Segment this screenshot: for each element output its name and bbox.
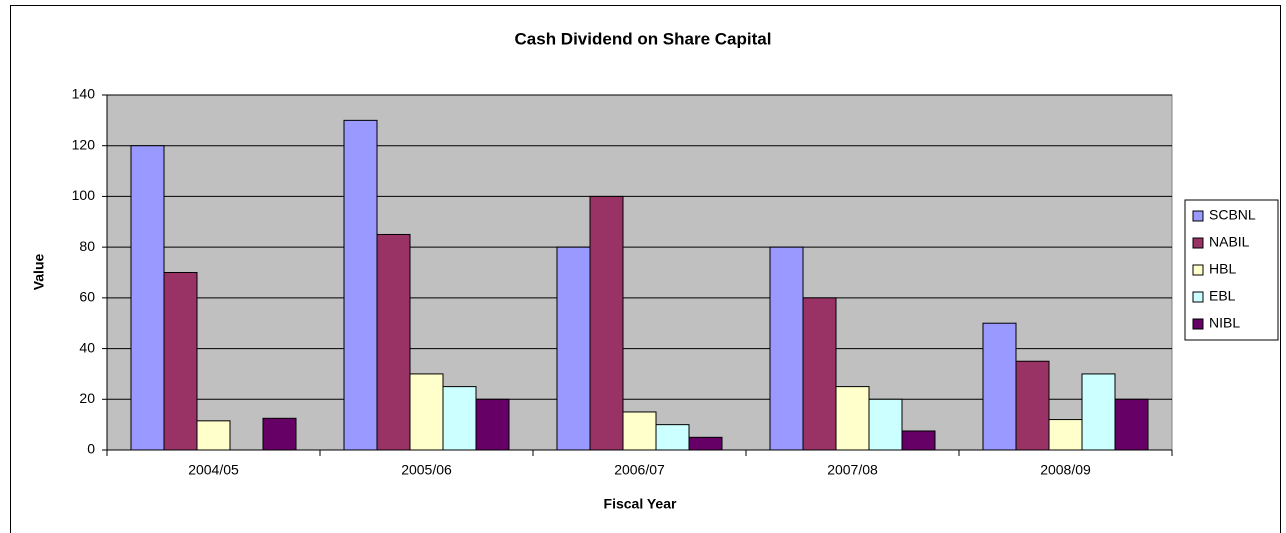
y-tick-label: 80 xyxy=(79,238,95,254)
bar xyxy=(901,430,936,451)
bar xyxy=(835,386,870,451)
legend-swatch xyxy=(1192,237,1204,249)
x-tick-label: 2007/08 xyxy=(827,462,878,478)
bar xyxy=(556,246,591,451)
chart-title: Cash Dividend on Share Capital xyxy=(515,29,772,48)
y-tick-label: 20 xyxy=(79,390,95,406)
bar xyxy=(163,272,198,451)
bar xyxy=(622,411,657,451)
legend-swatch xyxy=(1192,318,1204,330)
legend-swatch xyxy=(1192,264,1204,276)
bar xyxy=(589,195,624,451)
y-axis-label: Value xyxy=(31,254,47,291)
bar xyxy=(376,233,411,451)
y-tick-label: 0 xyxy=(87,441,95,457)
y-tick-label: 60 xyxy=(79,289,95,305)
bar xyxy=(1048,419,1083,451)
bar xyxy=(1015,360,1050,451)
legend-swatch xyxy=(1192,291,1204,303)
legend-label: EBL xyxy=(1209,288,1236,304)
legend-label: SCBNL xyxy=(1209,207,1256,223)
x-tick-label: 2006/07 xyxy=(614,462,665,478)
bar xyxy=(802,297,837,451)
legend-label: NIBL xyxy=(1209,315,1240,331)
bar xyxy=(196,420,231,451)
legend-swatch xyxy=(1192,210,1204,222)
bar xyxy=(409,373,444,451)
bar xyxy=(769,246,804,451)
y-tick-label: 100 xyxy=(72,187,96,203)
y-tick-label: 140 xyxy=(72,86,96,102)
bar xyxy=(475,398,510,451)
bar xyxy=(868,398,903,451)
y-tick-label: 40 xyxy=(79,339,95,355)
legend-label: NABIL xyxy=(1209,234,1250,250)
bar xyxy=(343,119,378,451)
bar xyxy=(655,424,690,451)
x-axis-label: Fiscal Year xyxy=(604,496,677,512)
legend-label: HBL xyxy=(1209,261,1236,277)
bar xyxy=(1114,398,1149,451)
bar xyxy=(688,436,723,451)
x-tick-label: 2004/05 xyxy=(188,462,239,478)
bar xyxy=(982,322,1017,451)
bar xyxy=(442,386,477,451)
bar xyxy=(130,145,165,451)
bar xyxy=(1081,373,1116,451)
x-tick-label: 2008/09 xyxy=(1040,462,1091,478)
y-tick-label: 120 xyxy=(72,136,96,152)
bar xyxy=(262,417,297,451)
x-tick-label: 2005/06 xyxy=(401,462,452,478)
